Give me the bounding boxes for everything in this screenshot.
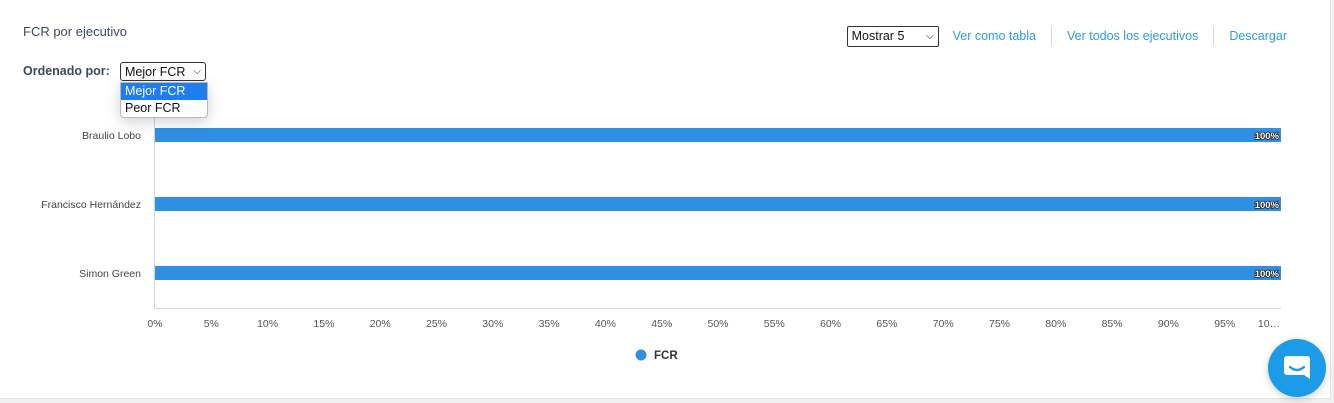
bar-fcr <box>155 266 1281 280</box>
divider <box>1051 26 1052 46</box>
x-tick-label: 60% <box>820 318 841 330</box>
sort-select-value: Mejor FCR <box>125 64 186 79</box>
category-label: Braulio Lobo <box>82 130 141 142</box>
x-tick-label: 10… <box>1258 318 1280 330</box>
category-label: Francisco Hernández <box>41 199 141 211</box>
x-tick-label: 55% <box>764 318 785 330</box>
chevron-down-icon: ⌵ <box>926 30 934 42</box>
view-as-table-link[interactable]: Ver como tabla <box>952 29 1036 43</box>
download-link[interactable]: Descargar <box>1229 29 1287 43</box>
legend-marker <box>635 349 647 361</box>
x-tick-label: 85% <box>1102 318 1123 330</box>
x-tick-label: 5% <box>204 318 219 330</box>
view-all-executives-link[interactable]: Ver todos los ejecutivos <box>1067 29 1199 43</box>
bar-fcr <box>155 197 1281 211</box>
x-tick-label: 10% <box>257 318 278 330</box>
x-tick-label: 45% <box>651 318 672 330</box>
bar-data-label: 100% <box>1255 131 1280 142</box>
sort-dropdown-list: Mejor FCR Peor FCR <box>120 82 208 118</box>
x-tick-label: 35% <box>539 318 560 330</box>
chevron-down-icon: ⌵ <box>193 66 201 77</box>
category-label: Simon Green <box>79 268 141 280</box>
x-tick-label: 40% <box>595 318 616 330</box>
legend-label-fcr: FCR <box>654 350 678 362</box>
x-tick-label: 65% <box>876 318 897 330</box>
show-count-select[interactable]: Mostrar 5 ⌵ <box>846 25 939 47</box>
bar-data-label: 100% <box>1255 200 1280 211</box>
bar-data-label: 100% <box>1255 269 1280 280</box>
x-tick-label: 50% <box>707 318 728 330</box>
chart-title: FCR por ejecutivo <box>23 24 128 39</box>
x-tick-label: 15% <box>313 318 334 330</box>
x-tick-label: 25% <box>426 318 447 330</box>
show-count-value: Mostrar 5 <box>851 29 905 43</box>
x-tick-label: 90% <box>1158 318 1179 330</box>
chart-toolbar: Mostrar 5 ⌵ Ver como tabla Ver todos los… <box>846 25 1287 47</box>
sort-select[interactable]: Mejor FCR ⌵ <box>120 62 206 81</box>
bar-fcr <box>155 128 1281 142</box>
x-tick-label: 0% <box>147 318 162 330</box>
divider <box>1213 26 1215 46</box>
sort-label: Ordenado por: <box>23 64 110 78</box>
x-tick-label: 75% <box>989 318 1010 330</box>
chat-launcher-button[interactable] <box>1268 339 1326 397</box>
chat-bubble-icon <box>1284 356 1310 379</box>
x-tick-label: 20% <box>370 318 391 330</box>
sort-option-best-fcr[interactable]: Mejor FCR <box>121 83 207 100</box>
sort-option-worst-fcr[interactable]: Peor FCR <box>125 101 181 115</box>
x-tick-label: 80% <box>1045 318 1066 330</box>
x-tick-label: 95% <box>1214 318 1235 330</box>
x-tick-label: 30% <box>482 318 503 330</box>
x-tick-label: 70% <box>933 318 954 330</box>
